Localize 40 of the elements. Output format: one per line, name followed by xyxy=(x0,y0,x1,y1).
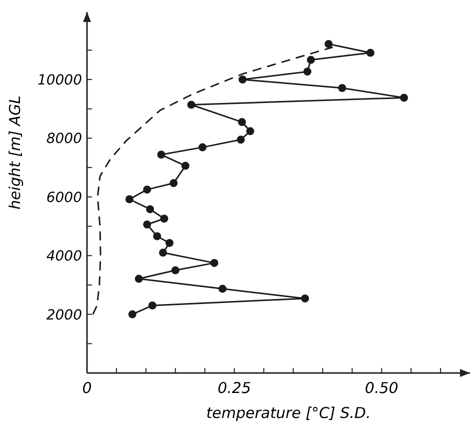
x-tick-label: 0.25 xyxy=(218,379,252,397)
point xyxy=(338,84,346,92)
point xyxy=(125,195,134,204)
point xyxy=(159,248,168,257)
y-tick-label: 6000 xyxy=(46,190,82,206)
point xyxy=(171,266,180,274)
point xyxy=(153,232,162,240)
point xyxy=(246,127,254,136)
point xyxy=(134,274,143,283)
point xyxy=(366,48,374,57)
point xyxy=(160,214,168,223)
point xyxy=(198,143,206,152)
point xyxy=(157,150,166,159)
y-axis-title: height [m] AGL xyxy=(6,96,24,210)
point xyxy=(236,136,245,144)
y-tick-label: 2000 xyxy=(46,307,82,324)
point xyxy=(170,179,178,188)
x-tick-label: 0.50 xyxy=(364,379,398,397)
point xyxy=(303,68,312,76)
x-axis-title: temperature [°C] S.D. xyxy=(206,404,371,422)
y-tick-label: 4000 xyxy=(46,248,82,265)
point xyxy=(143,220,152,228)
point xyxy=(324,40,333,48)
point xyxy=(210,258,218,267)
point xyxy=(238,118,246,126)
point xyxy=(306,56,315,64)
point xyxy=(143,186,152,194)
point xyxy=(187,100,196,109)
point xyxy=(400,94,408,102)
point xyxy=(301,294,310,302)
point xyxy=(218,284,227,293)
point xyxy=(148,301,156,310)
y-tick-label: 8000 xyxy=(46,131,82,148)
point xyxy=(165,238,174,247)
point xyxy=(238,76,247,84)
point xyxy=(146,205,154,214)
y-tick-label: 10000 xyxy=(37,72,82,89)
x-tick-label: 0 xyxy=(82,379,92,397)
point xyxy=(181,162,190,170)
point xyxy=(128,310,136,318)
